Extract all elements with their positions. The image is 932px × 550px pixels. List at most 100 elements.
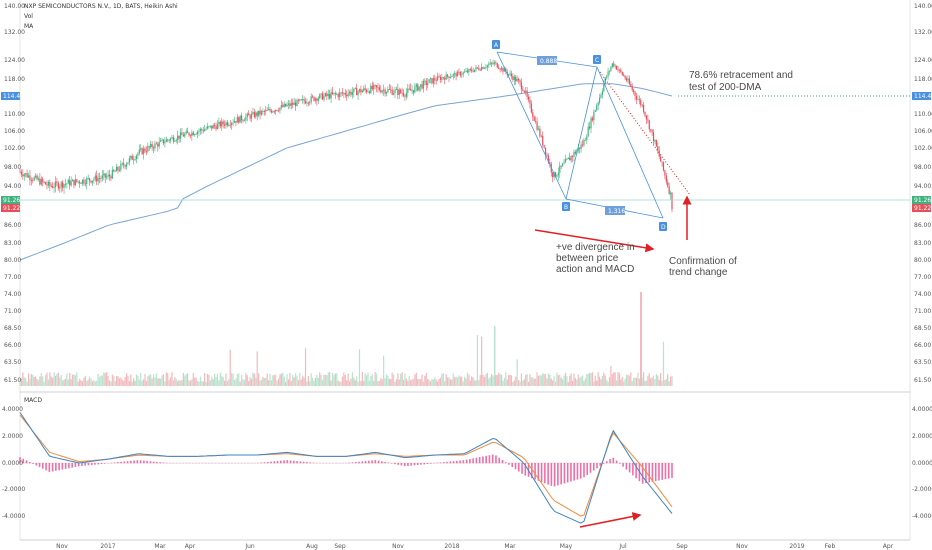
volume-bar	[368, 380, 371, 386]
volume-bar	[560, 377, 562, 386]
candle-body	[661, 161, 663, 163]
volume-bar	[607, 381, 609, 386]
volume-bar	[225, 373, 227, 386]
candle-body	[581, 144, 584, 146]
volume-bar	[488, 378, 490, 386]
volume-bar	[196, 380, 199, 386]
volume-bar	[194, 377, 196, 386]
price-tick-right: 110.00	[914, 111, 932, 118]
candle-body	[279, 107, 281, 111]
candle-body	[610, 67, 612, 71]
candle-body	[414, 86, 416, 93]
volume-bar	[437, 381, 439, 386]
x-tick-label: Sep	[334, 543, 346, 550]
point-a-badge	[492, 40, 500, 49]
candle-body	[353, 88, 355, 93]
macd-tick-right: 4.0000	[912, 406, 932, 413]
volume-bar	[647, 375, 649, 386]
candle-body	[323, 96, 325, 100]
candle-body	[584, 139, 586, 141]
macd-hist-bar	[625, 463, 628, 470]
volume-bar	[550, 378, 552, 386]
candle-body	[515, 76, 517, 82]
macd-hist-bar	[358, 461, 360, 464]
volume-bar	[206, 373, 209, 386]
price-tick-left: 94.00	[4, 183, 21, 190]
volume-bar	[189, 380, 192, 386]
volume-bar	[574, 378, 577, 386]
candle-body	[451, 76, 453, 78]
price-tick-right: 140.00	[914, 3, 932, 10]
candle-body	[566, 158, 568, 160]
volume-bar	[395, 379, 398, 386]
volume-bar	[101, 375, 103, 386]
volume-bar	[70, 379, 72, 386]
candle-body	[536, 121, 538, 130]
macd-hist-bar	[309, 462, 311, 464]
volume-bar	[50, 376, 52, 386]
volume-bar	[269, 373, 271, 386]
candle-body	[141, 148, 143, 155]
volume-bar	[401, 372, 403, 386]
candle-body	[468, 69, 470, 73]
volume-bar	[513, 380, 515, 386]
candle-body	[204, 129, 206, 132]
candle-body	[151, 143, 153, 148]
candle-body	[83, 179, 85, 184]
macd-hist-bar	[557, 463, 559, 486]
candle-body	[587, 126, 589, 137]
volume-bar	[154, 377, 156, 386]
candle-body	[155, 143, 157, 145]
volume-bar	[402, 380, 405, 386]
volume-bar	[589, 373, 591, 386]
volume-bar	[286, 374, 288, 386]
volume-bar	[25, 378, 27, 386]
candle-body	[123, 163, 125, 166]
x-tick-label: Jul	[618, 543, 627, 550]
price-tick-left: 86.00	[4, 222, 21, 229]
volume-bar	[276, 380, 278, 386]
macd-hist-bar	[485, 455, 487, 464]
candle-body	[542, 135, 544, 146]
candle-body	[647, 119, 649, 121]
macd-hist-bar	[84, 463, 86, 466]
candle-body	[668, 186, 670, 194]
macd-hist-bar	[374, 460, 377, 464]
candle-body	[381, 90, 383, 93]
candle-body	[277, 110, 280, 112]
ratio-ac-badge	[537, 56, 557, 65]
volume-bar	[228, 379, 230, 386]
candle-body	[39, 178, 41, 185]
macd-hist-bar	[475, 457, 478, 464]
candle-body	[231, 123, 233, 126]
candle-body	[334, 93, 336, 95]
candle-body	[346, 94, 348, 97]
candle-body	[509, 73, 511, 75]
volume-bar	[662, 341, 665, 386]
candle-body	[449, 76, 452, 78]
macd-hist-bar	[149, 461, 152, 464]
candle-body	[185, 131, 187, 134]
candle-body	[91, 180, 94, 183]
macd-hist-bar	[403, 463, 406, 467]
volume-bar	[635, 377, 638, 386]
macd-line	[19, 412, 673, 524]
macd-hist-bar	[547, 463, 549, 485]
candle-body	[356, 88, 358, 96]
macd-hist-bar	[123, 461, 126, 464]
volume-bar	[557, 375, 559, 386]
candle-body	[194, 134, 196, 136]
candle-body	[519, 80, 521, 83]
candle-body	[240, 115, 243, 121]
candle-body	[533, 116, 535, 121]
ma-value-right: 114.40	[914, 93, 932, 100]
price-tick-right: 124.00	[914, 57, 932, 64]
annotation-divergence-3: action and MACD	[556, 264, 634, 275]
candle-body	[510, 73, 513, 77]
candle-body	[307, 102, 309, 104]
candle-body	[499, 68, 501, 70]
candle-body	[299, 99, 301, 101]
volume-bar	[394, 381, 396, 386]
volume-bar	[549, 374, 551, 386]
candle-body	[652, 132, 655, 142]
